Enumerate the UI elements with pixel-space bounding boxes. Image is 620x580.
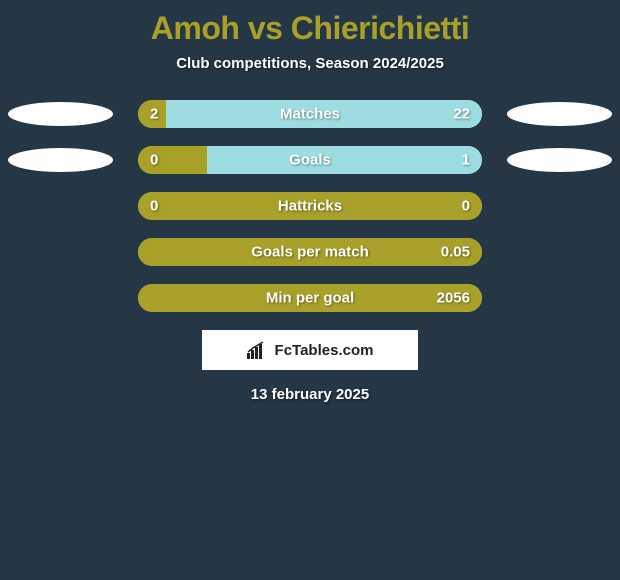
stat-label: Matches [280,106,340,123]
player-oval-left [8,148,113,172]
stat-bar: 2056 Min per goal [138,284,482,312]
chart-icon [247,341,269,359]
stat-row: 2056 Min per goal [0,284,620,312]
stat-value-left: 2 [150,106,158,123]
stat-row: 0 0 Hattricks [0,192,620,220]
stat-row: 0.05 Goals per match [0,238,620,266]
stat-value-right: 1 [462,152,470,169]
stat-value-right: 22 [453,106,470,123]
page-title: Amoh vs Chierichietti [0,0,620,47]
stat-bar: 0.05 Goals per match [138,238,482,266]
player-oval-right [507,102,612,126]
stat-bar: 0 0 Hattricks [138,192,482,220]
stat-bar: 222Matches [138,100,482,128]
stat-label: Min per goal [266,290,354,307]
stat-label: Goals per match [251,244,369,261]
stat-value-left: 0 [150,152,158,169]
stat-bar: 0 1 Goals [138,146,482,174]
stat-value-right: 0.05 [441,244,470,261]
comparison-panel: Amoh vs Chierichietti Club competitions,… [0,0,620,580]
stat-value-left: 0 [150,198,158,215]
player-oval-left [8,102,113,126]
attribution-text: FcTables.com [275,342,374,359]
player-oval-right [507,148,612,172]
bar-right-fill [207,146,482,174]
date-stamp: 13 february 2025 [0,386,620,403]
attribution-badge: FcTables.com [202,330,418,370]
stat-value-right: 0 [462,198,470,215]
bar-left-fill [138,146,207,174]
stat-label: Goals [289,152,331,169]
subtitle: Club competitions, Season 2024/2025 [0,55,620,72]
stat-row: 222Matches [0,100,620,128]
stat-value-right: 2056 [437,290,470,307]
stat-row: 0 1 Goals [0,146,620,174]
stat-label: Hattricks [278,198,342,215]
stat-rows: 222Matches01Goals00Hattricks0.05Goals pe… [0,100,620,312]
